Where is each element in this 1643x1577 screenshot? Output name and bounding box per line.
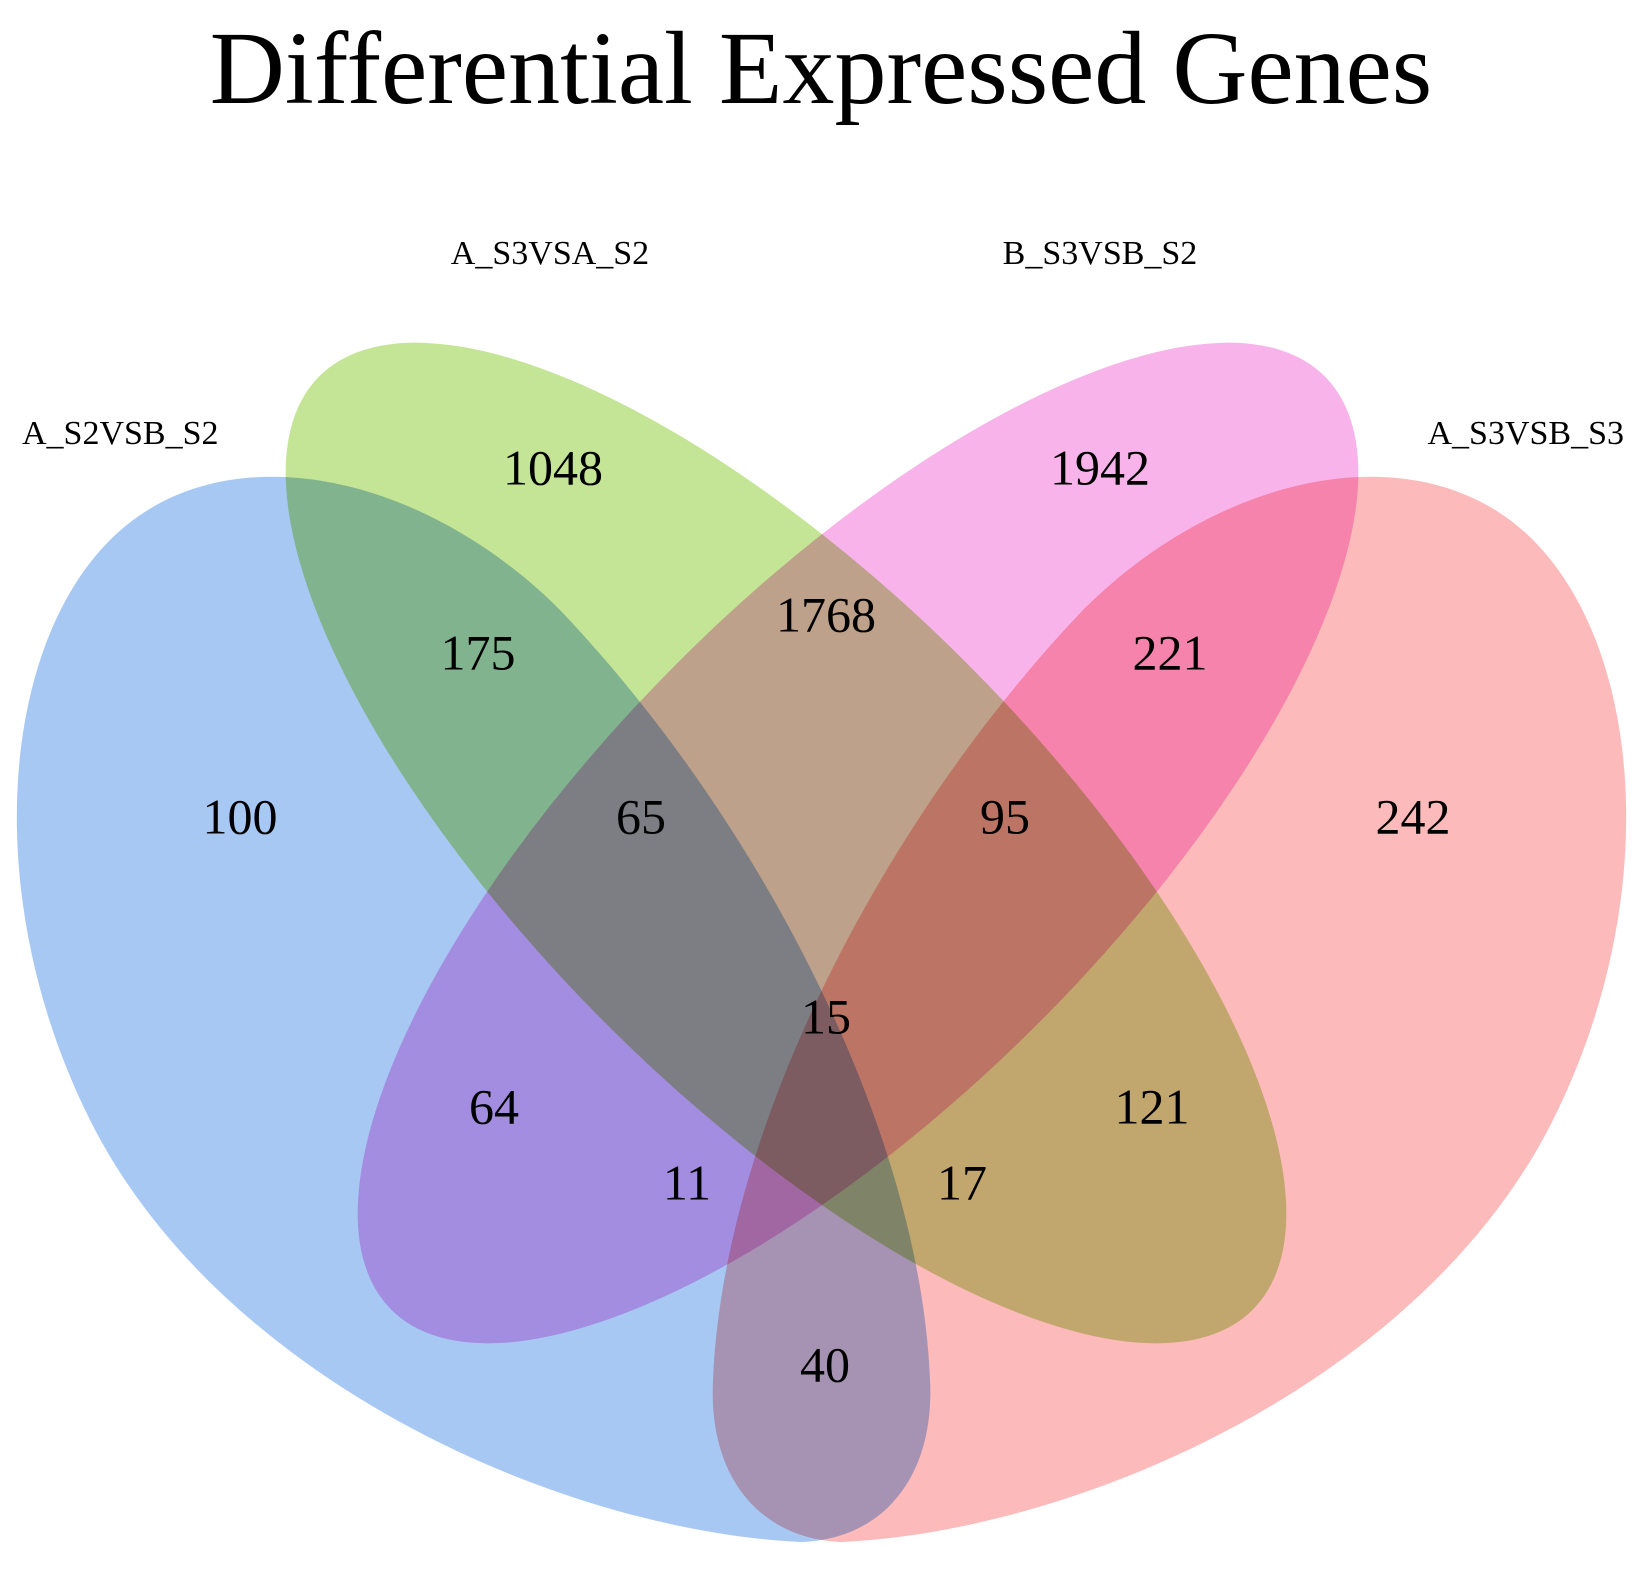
- set-label-a-s3vsa-s2: A_S3VSA_S2: [451, 235, 649, 272]
- venn-sets: [16, 342, 1627, 1542]
- set-label-a-s3vsb-s3: A_S3VSB_S3: [1427, 415, 1624, 452]
- region-count-a-s2vsb-s2--a-s3vsa-s2--b-s3vsb-s2: 65: [616, 788, 666, 844]
- set-shape-a-s3vsb-s3: [712, 476, 1627, 1542]
- region-count-a-s2vsb-s2--a-s3vsb-s3: 40: [800, 1336, 850, 1392]
- region-count-a-s2vsb-s2--a-s3vsa-s2--a-s3vsb-s3: 17: [937, 1154, 987, 1210]
- region-count-a-s3vsa-s2--a-s3vsb-s3: 121: [1115, 1078, 1190, 1134]
- set-label-a-s2vsb-s2: A_S2VSB_S2: [22, 415, 219, 452]
- region-count-b-s3vsb-s2: 1942: [1050, 439, 1150, 495]
- region-count-a-s3vsa-s2: 1048: [503, 439, 603, 495]
- region-count-a-s3vsa-s2--b-s3vsb-s2: 1768: [776, 586, 876, 642]
- region-count-a-s2vsb-s2--b-s3vsb-s2: 64: [469, 1078, 519, 1134]
- chart-title: Differential Expressed Genes: [210, 11, 1433, 126]
- region-count-a-s2vsb-s2--a-s3vsa-s2: 175: [441, 624, 516, 680]
- region-count-a-s2vsb-s2: 100: [203, 788, 278, 844]
- region-count-a-s2vsb-s2--b-s3vsb-s2--a-s3vsb-s3: 11: [663, 1154, 711, 1210]
- region-count-b-s3vsb-s2--a-s3vsb-s3: 221: [1133, 624, 1208, 680]
- region-count-a-s2vsb-s2--a-s3vsa-s2--b-s3vsb-s2--a-s3vsb-s3: 15: [801, 988, 851, 1044]
- region-count-a-s3vsa-s2--b-s3vsb-s2--a-s3vsb-s3: 95: [980, 788, 1030, 844]
- set-label-b-s3vsb-s2: B_S3VSB_S2: [1003, 235, 1198, 272]
- region-counts: 100 1048 1942 242 175 1768 221 64 121 40 65 95 11 17 1…: [203, 439, 1451, 1392]
- region-count-a-s3vsb-s3: 242: [1376, 788, 1451, 844]
